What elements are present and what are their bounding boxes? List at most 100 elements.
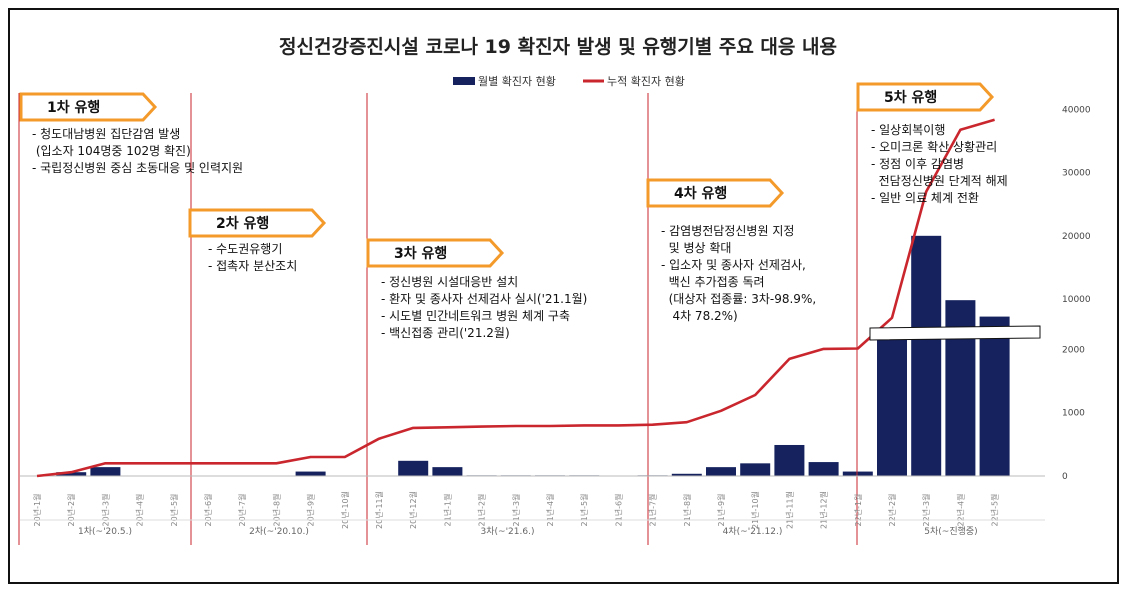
- x-tick-label: 22년-1월: [853, 494, 863, 527]
- bar: [979, 316, 1010, 476]
- legend-bar-label: 월별 확진자 현황: [478, 75, 556, 88]
- x-tick-label: 20년-10월: [340, 491, 350, 529]
- y-tick-label: 30000: [1062, 169, 1091, 179]
- axis-break-marker: [869, 325, 1041, 341]
- x-tick-label: 20년-4월: [135, 494, 145, 527]
- cumulative-line: [36, 118, 995, 478]
- x-tick-label: 21년-7월: [648, 494, 658, 527]
- wave-annotations: 1차 유행 - 청도대남병원 집단감염 발생 (입소자 104명중 102명 확진…: [19, 82, 1008, 340]
- wave-callout: [366, 238, 505, 268]
- bar: [774, 444, 805, 476]
- chart: 정신건강증진시설 코로나 19 확진자 발생 및 유행기별 주요 대응 내용 월…: [18, 35, 1091, 545]
- x-tick-label: 21년-6월: [613, 494, 623, 527]
- x-tick-label: 20년-1월: [32, 494, 42, 527]
- wave-note: - 시도별 민간네트워크 병원 체계 구축: [381, 309, 570, 323]
- bar-series: [56, 235, 1010, 476]
- phase-label: 5차(~진행중): [924, 525, 977, 537]
- wave-note: - 입소자 및 종사자 선제검사,: [661, 258, 806, 272]
- wave-title: 5차 유행: [884, 90, 937, 106]
- x-tick-label: 21년-11월: [784, 491, 794, 529]
- phase-axis: 1차(~'20.5.) 2차(~'20.10.) 3차(~'21.6.) 4차(~'2…: [20, 519, 1045, 537]
- wave-callout: [646, 178, 785, 208]
- x-tick-label: 21년-8월: [682, 494, 692, 527]
- x-tick-label: 21년-12월: [819, 491, 829, 529]
- wave-note: 백신 추가접종 독려: [661, 275, 765, 289]
- y-tick-label: 1000: [1062, 409, 1085, 419]
- x-tick-label: 20년-7월: [237, 494, 247, 527]
- wave-callout: [19, 92, 158, 122]
- wave-note: - 일상회복이행: [871, 122, 945, 137]
- x-tick-label: 21년-3월: [511, 494, 521, 527]
- y-axis: 0 1000 2000 10000 20000 30000 40000: [1062, 106, 1091, 482]
- x-tick-label: 21년-2월: [477, 494, 487, 527]
- bar: [808, 462, 839, 476]
- x-tick-label: 21년-4월: [545, 494, 555, 527]
- wave-title: 4차 유행: [674, 186, 727, 202]
- x-tick-label: 20년-9월: [306, 494, 316, 527]
- x-tick-label: 22년-2월: [887, 494, 897, 527]
- x-tick-label: 22년-3월: [921, 494, 931, 527]
- bar: [706, 467, 736, 476]
- wave-note: 전담정신병원 단계적 해제: [871, 174, 1008, 188]
- x-tick-label: 20년-11월: [374, 491, 384, 529]
- wave-note: (대상자 접종률: 3차-98.9%,: [661, 292, 816, 306]
- wave-note: - 국립정신병원 중심 초동대응 및 인력지원: [32, 161, 243, 175]
- legend-bar-swatch: [453, 77, 475, 85]
- x-tick-label: 21년-10월: [750, 491, 760, 529]
- wave-note: - 수도권유행기: [208, 241, 282, 256]
- x-tick-label: 20년-2월: [66, 494, 76, 527]
- wave-note: 및 병상 확대: [661, 241, 731, 255]
- wave-title: 2차 유행: [216, 216, 269, 232]
- bar: [295, 471, 326, 476]
- x-tick-label: 20년-6월: [203, 494, 213, 527]
- x-tick-label: 20년-3월: [100, 494, 110, 527]
- wave-note: - 정신병원 시설대응반 설치: [381, 275, 518, 289]
- chart-frame: 정신건강증진시설 코로나 19 확진자 발생 및 유행기별 주요 대응 내용 월…: [8, 8, 1119, 584]
- x-tick-label: 21년-5월: [579, 494, 589, 527]
- chart-title: 정신건강증진시설 코로나 19 확진자 발생 및 유행기별 주요 대응 내용: [279, 35, 837, 58]
- phase-label: 1차(~'20.5.): [78, 525, 132, 537]
- bar: [740, 463, 771, 476]
- bar: [877, 332, 907, 476]
- wave-callout: [188, 208, 327, 238]
- legend-line-label: 누적 확진자 현황: [607, 75, 685, 88]
- y-tick-label: 40000: [1062, 106, 1091, 116]
- wave-note: - 일반 의료 체계 전환: [871, 191, 979, 205]
- wave-note: - 접촉자 분산조치: [208, 259, 297, 273]
- y-tick-label: 2000: [1062, 345, 1085, 355]
- x-tick-label: 20년-12월: [408, 491, 418, 529]
- bar: [90, 467, 121, 476]
- wave-callout: [856, 82, 995, 112]
- wave-note: - 감염병전담정신병원 지정: [661, 224, 794, 238]
- y-tick-label: 20000: [1062, 232, 1091, 242]
- wave-note: - 환자 및 종사자 선제검사 실시('21.1월): [381, 292, 587, 306]
- x-axis: 20년-1월 20년-2월 20년-3월 20년-4월 20년-5월 20년-6월 20년-…: [32, 491, 1000, 529]
- wave-title: 1차 유행: [47, 100, 100, 116]
- bar: [842, 471, 873, 476]
- phase-label: 2차(~'20.10.): [249, 525, 309, 537]
- phase-label: 4차(~'21.12.): [723, 525, 783, 537]
- bar: [911, 235, 942, 476]
- phase-label: 3차(~'21.6.): [481, 525, 535, 537]
- bar: [671, 473, 702, 476]
- wave-note: 4차 78.2%): [661, 309, 738, 323]
- wave-note: - 백신접종 관리('21.2월): [381, 326, 510, 340]
- wave-note: - 오미크론 확산 상황관리: [871, 140, 997, 154]
- bar: [398, 460, 429, 476]
- phase-divider-lines: [18, 93, 1045, 545]
- x-tick-label: 20년-8월: [271, 494, 281, 527]
- wave-note: - 청도대남병원 집단감염 발생: [32, 127, 180, 141]
- x-tick-label: 22년-4월: [955, 494, 965, 527]
- bar: [56, 472, 87, 476]
- x-tick-label: 20년-5월: [169, 494, 179, 527]
- y-tick-label: 0: [1062, 472, 1068, 482]
- y-tick-label: 10000: [1062, 295, 1091, 305]
- wave-note: (입소자 104명중 102명 확진): [32, 144, 191, 158]
- bar: [432, 467, 463, 476]
- wave-note: - 정점 이후 감염병: [871, 157, 964, 171]
- x-tick-label: 21년-1월: [442, 494, 452, 527]
- x-tick-label: 21년-9월: [716, 494, 726, 527]
- x-tick-label: 22년-5월: [990, 494, 1000, 527]
- legend: 월별 확진자 현황 누적 확진자 현황: [453, 75, 685, 88]
- wave-title: 3차 유행: [394, 246, 447, 262]
